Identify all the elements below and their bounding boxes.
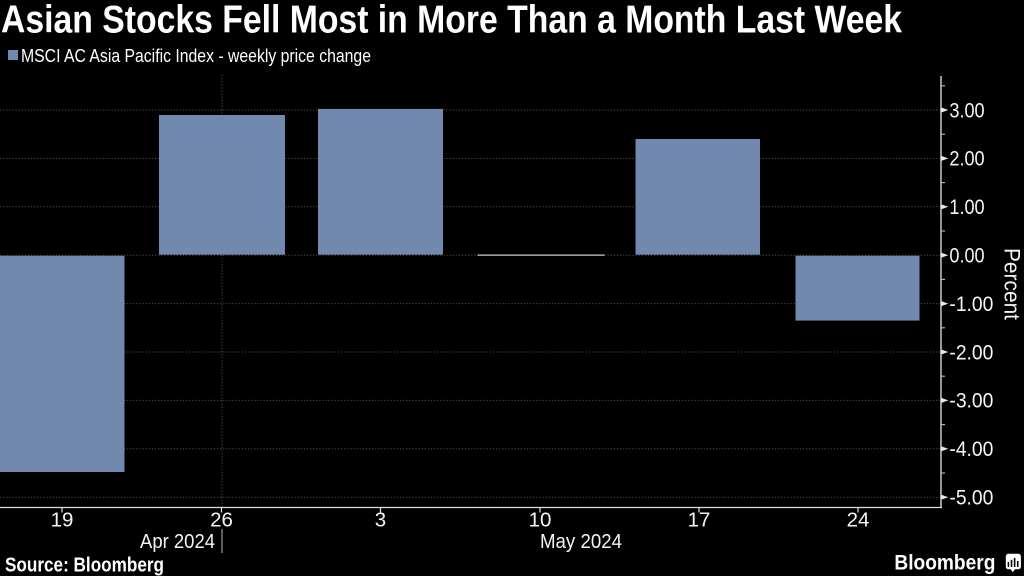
svg-text:Percent: Percent: [1000, 248, 1024, 320]
svg-text:17: 17: [688, 509, 711, 532]
svg-text:Apr 2024: Apr 2024: [140, 530, 215, 553]
svg-text:3.00: 3.00: [949, 99, 984, 122]
svg-text:Bloomberg: Bloomberg: [894, 552, 995, 575]
svg-text:-2.00: -2.00: [949, 341, 993, 364]
svg-text:2.00: 2.00: [949, 148, 984, 171]
svg-text:-4.00: -4.00: [949, 438, 993, 461]
svg-text:24: 24: [847, 509, 870, 532]
svg-text:1.00: 1.00: [949, 196, 984, 219]
svg-text:MSCI AC Asia Pacific Index - w: MSCI AC Asia Pacific Index - weekly pric…: [21, 46, 371, 66]
svg-text:-5.00: -5.00: [949, 487, 993, 510]
svg-text:Source: Bloomberg: Source: Bloomberg: [5, 555, 164, 576]
svg-text:26: 26: [210, 509, 233, 532]
svg-text:Asian Stocks Fell Most in More: Asian Stocks Fell Most in More Than a Mo…: [1, 0, 903, 42]
svg-text:May 2024: May 2024: [540, 530, 622, 553]
svg-text:-3.00: -3.00: [949, 390, 993, 413]
svg-text:-1.00: -1.00: [949, 293, 993, 316]
svg-text:0.00: 0.00: [949, 245, 984, 268]
svg-text:3: 3: [375, 509, 386, 532]
svg-text:10: 10: [529, 509, 552, 532]
svg-text:19: 19: [51, 509, 74, 532]
